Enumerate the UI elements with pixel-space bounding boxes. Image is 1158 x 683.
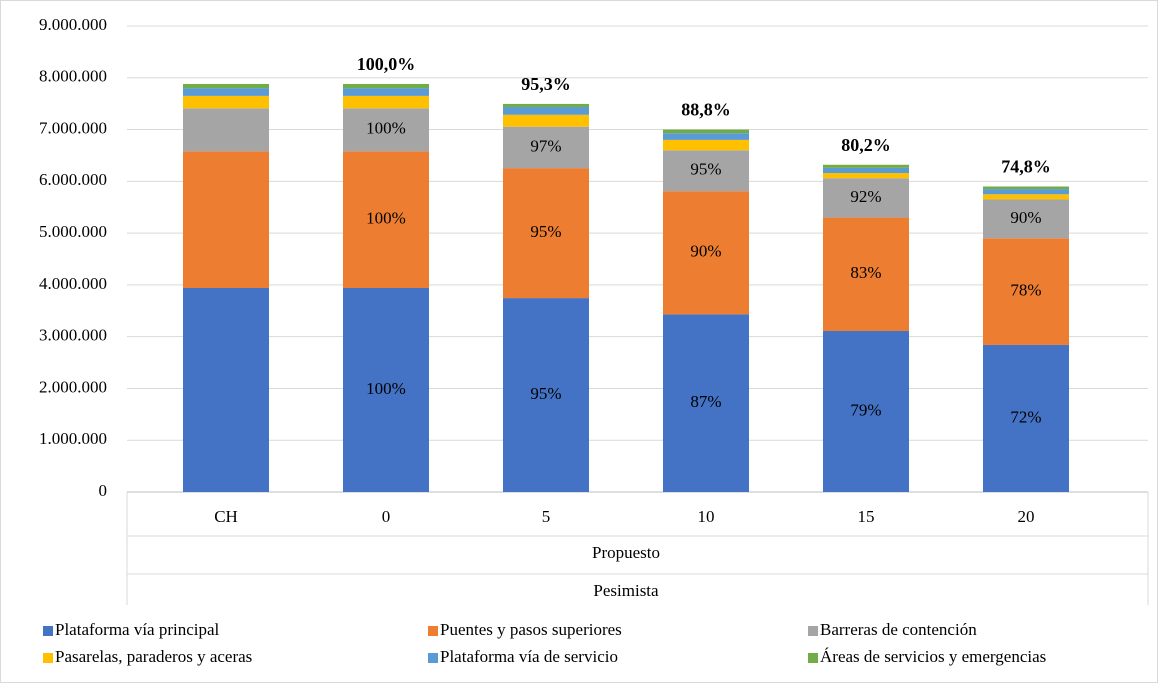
value-label: 95% <box>530 222 561 241</box>
bar-segment <box>503 103 589 108</box>
group-label: Pesimista <box>593 581 659 600</box>
bar-segment <box>983 186 1069 190</box>
bar-segment <box>983 344 1069 492</box>
y-tick-label: 8.000.000 <box>39 67 107 86</box>
x-tick-label: 5 <box>542 507 551 526</box>
bar-segment <box>663 314 749 492</box>
legend-swatch <box>43 653 53 663</box>
bar-segment <box>823 330 909 492</box>
bar-segment <box>183 95 269 109</box>
y-tick-label: 2.000.000 <box>39 377 107 396</box>
bar-segment <box>343 95 429 109</box>
value-label: 90% <box>1010 208 1041 227</box>
total-label: 80,2% <box>841 135 891 155</box>
bar-segment <box>823 217 909 331</box>
bar-segment <box>503 168 589 299</box>
value-label: 83% <box>850 263 881 282</box>
value-label: 97% <box>530 136 561 155</box>
bar-segment <box>823 164 909 168</box>
bar-segment <box>183 287 269 492</box>
bar-segment <box>983 194 1069 200</box>
value-label: 95% <box>690 160 721 179</box>
x-tick-label: CH <box>214 507 238 526</box>
value-label: 87% <box>690 392 721 411</box>
x-tick-label: 0 <box>382 507 391 526</box>
value-label: 78% <box>1010 281 1041 300</box>
value-label: 92% <box>850 187 881 206</box>
y-tick-label: 6.000.000 <box>39 170 107 189</box>
legend-label: Plataforma vía principal <box>55 620 220 639</box>
y-tick-label: 0 <box>99 481 108 500</box>
bar-segment <box>183 83 269 89</box>
legend-label: Puentes y pasos superiores <box>440 620 622 639</box>
value-label: 100% <box>366 119 406 138</box>
y-tick-label: 4.000.000 <box>39 274 107 293</box>
bar-segment <box>983 189 1069 195</box>
bar-segment <box>343 108 429 152</box>
legend-swatch <box>43 626 53 636</box>
bar-segment <box>823 178 909 218</box>
bar-segment <box>183 108 269 152</box>
legend-label: Áreas de servicios y emergencias <box>820 647 1046 666</box>
x-tick-label: 20 <box>1018 507 1035 526</box>
y-tick-label: 9.000.000 <box>39 15 107 34</box>
bar-segment <box>343 83 429 89</box>
bar-segment <box>983 199 1069 239</box>
legend-label: Barreras de contención <box>820 620 977 639</box>
bar-segment <box>503 298 589 492</box>
bar-segment <box>663 133 749 140</box>
bar-segment <box>503 107 589 115</box>
bar-segment <box>343 151 429 288</box>
total-label: 100,0% <box>357 54 416 74</box>
bar-segment <box>663 139 749 151</box>
bar-segment <box>823 173 909 179</box>
bar-segment <box>663 191 749 315</box>
legend-label: Plataforma vía de servicio <box>440 647 618 666</box>
total-label: 88,8% <box>681 100 731 120</box>
value-label: 100% <box>366 379 406 398</box>
group-label: Propuesto <box>592 543 660 562</box>
bar-segment <box>343 287 429 492</box>
bar-segment <box>823 167 909 174</box>
total-label: 74,8% <box>1001 157 1051 177</box>
value-label: 79% <box>850 400 881 419</box>
value-label: 72% <box>1010 407 1041 426</box>
y-tick-label: 3.000.000 <box>39 326 107 345</box>
legend-swatch <box>428 626 438 636</box>
total-label: 95,3% <box>521 74 571 94</box>
bar-segment <box>983 238 1069 345</box>
bar-segment <box>663 129 749 134</box>
value-label: 95% <box>530 384 561 403</box>
legend-label: Pasarelas, paraderos y aceras <box>55 647 252 666</box>
value-label: 90% <box>690 242 721 261</box>
y-tick-label: 7.000.000 <box>39 118 107 137</box>
legend-swatch <box>808 653 818 663</box>
bar-segment <box>343 88 429 96</box>
bar-segment <box>503 114 589 127</box>
y-tick-label: 1.000.000 <box>39 429 107 448</box>
bar-segment <box>503 126 589 169</box>
legend-swatch <box>808 626 818 636</box>
x-tick-label: 10 <box>698 507 715 526</box>
bar-segment <box>663 150 749 192</box>
x-tick-label: 15 <box>858 507 875 526</box>
legend-swatch <box>428 653 438 663</box>
bar-segment <box>183 88 269 96</box>
bar-segment <box>183 151 269 288</box>
y-tick-label: 5.000.000 <box>39 222 107 241</box>
value-label: 100% <box>366 209 406 228</box>
